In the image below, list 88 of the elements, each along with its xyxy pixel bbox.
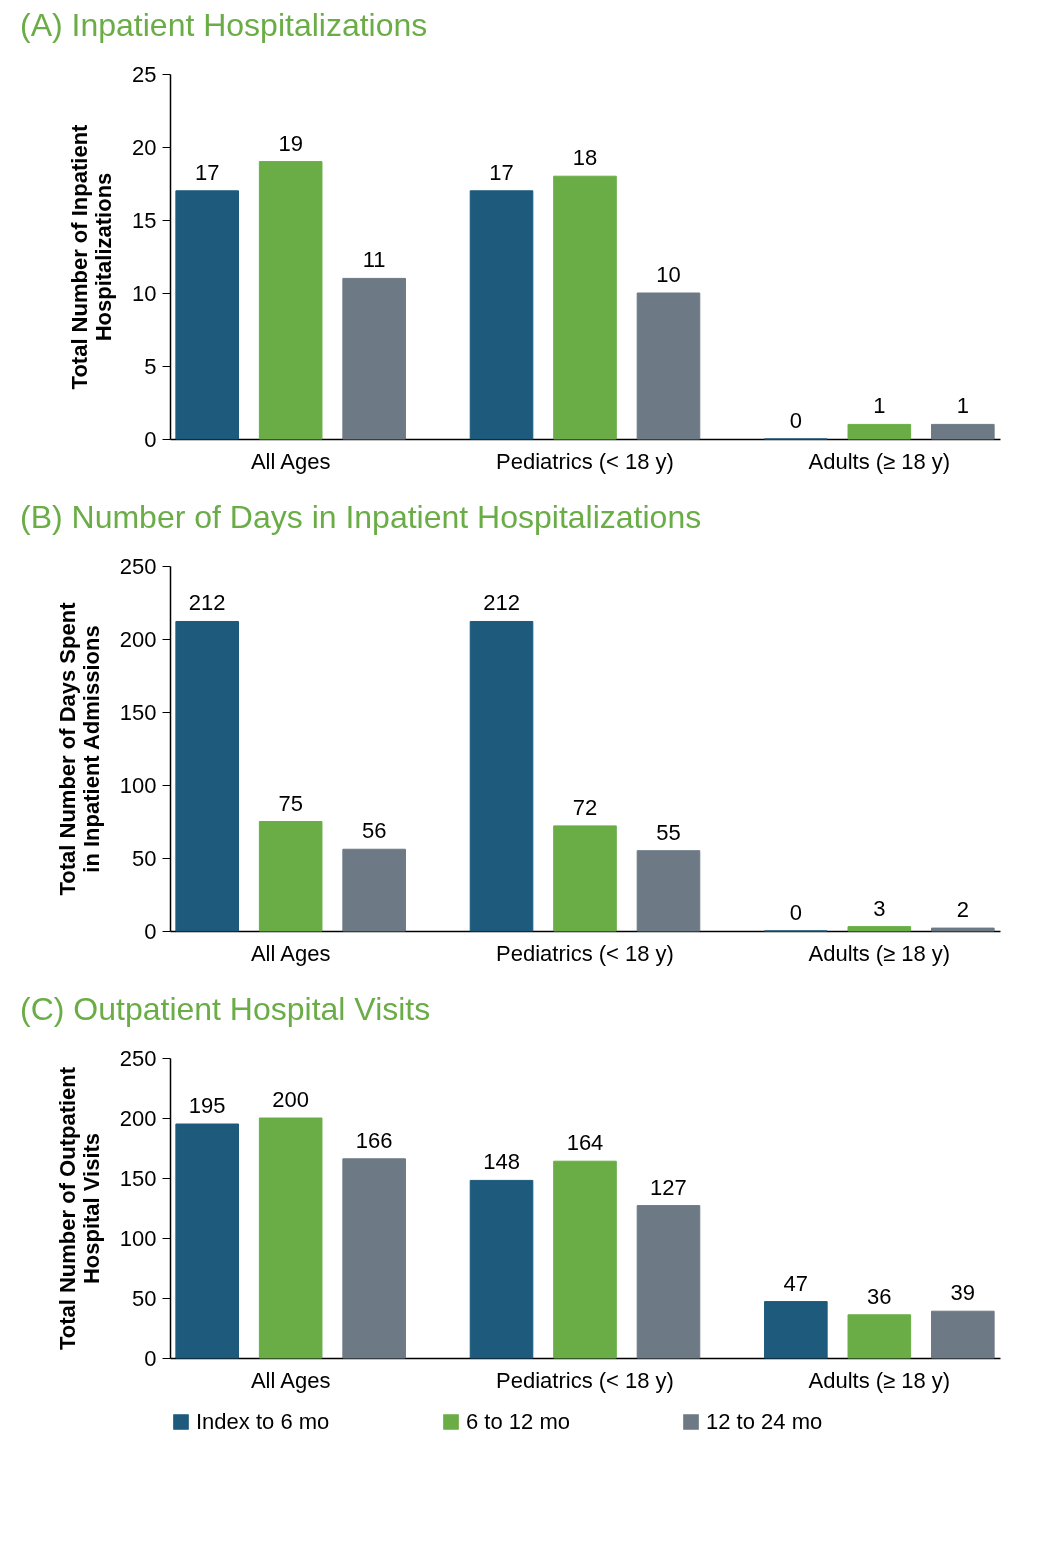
- y-tick-label: 100: [119, 1225, 157, 1251]
- y-tick-label: 150: [119, 699, 157, 725]
- data-label: 166: [355, 1127, 393, 1153]
- y-tick-label: 0: [144, 426, 157, 452]
- chart-title: (A) Inpatient Hospitalizations: [20, 7, 428, 43]
- y-tick-label: 100: [119, 772, 157, 798]
- bar: [847, 423, 912, 440]
- bar: [636, 850, 701, 932]
- y-tick-label: 20: [132, 134, 157, 160]
- x-tick-label: All Ages: [250, 1367, 331, 1393]
- legend-label: 6 to 12 mo: [466, 1409, 570, 1434]
- bar: [342, 1158, 406, 1359]
- bar: [553, 1160, 617, 1359]
- bar: [258, 821, 323, 932]
- bar: [175, 190, 239, 440]
- data-label: 72: [572, 794, 598, 820]
- x-tick-label: Pediatrics (< 18 y): [496, 940, 674, 966]
- bar: [553, 825, 617, 932]
- y-axis-title: Total Number of Inpatient Hospitalizations: [67, 123, 117, 390]
- y-tick-label: 5: [144, 353, 157, 379]
- bar: [847, 1314, 912, 1359]
- bar: [553, 175, 617, 440]
- y-tick-label: 250: [119, 553, 157, 579]
- data-label: 75: [278, 790, 303, 816]
- x-tick-label: Adults (≥ 18 y): [808, 1367, 951, 1393]
- data-label: 127: [650, 1174, 687, 1200]
- bar: [175, 1123, 239, 1359]
- y-tick-label: 0: [144, 918, 157, 944]
- data-label: 164: [566, 1130, 604, 1156]
- data-label: 18: [572, 145, 598, 171]
- y-tick-label: 25: [132, 61, 157, 87]
- data-label: 1: [956, 393, 969, 419]
- y-tick-label: 150: [119, 1165, 157, 1191]
- bar: [636, 1205, 701, 1359]
- bar: [175, 620, 239, 932]
- legend-label: Index to 6 mo: [196, 1409, 330, 1434]
- x-tick-label: Pediatrics (< 18 y): [496, 1367, 674, 1393]
- data-label: 10: [656, 262, 681, 287]
- data-label: 11: [362, 247, 386, 273]
- y-axis-title: Total Number of Days Spent in Inpatient Admissions: [54, 601, 104, 896]
- data-label: 1: [873, 393, 886, 419]
- x-tick-label: All Ages: [250, 940, 331, 966]
- data-label: 200: [272, 1087, 310, 1112]
- data-label: 0: [789, 900, 802, 925]
- y-tick-label: 15: [132, 207, 157, 233]
- bar: [931, 1310, 995, 1359]
- data-label: 56: [361, 818, 387, 844]
- data-label: 212: [483, 590, 520, 616]
- y-tick-label: 200: [119, 626, 157, 652]
- bar: [342, 277, 406, 440]
- bar: [342, 848, 406, 932]
- bar: [469, 620, 534, 932]
- data-label: 19: [278, 130, 303, 156]
- data-label: 39: [950, 1280, 976, 1306]
- bar: [931, 927, 995, 932]
- y-axis-title: Total Number of Outpatient Hospital Visits: [54, 1066, 104, 1351]
- data-label: 55: [656, 819, 681, 845]
- data-label: 195: [188, 1093, 226, 1118]
- bar: [258, 1117, 323, 1359]
- data-label: 212: [188, 590, 226, 616]
- data-label: 148: [483, 1149, 520, 1175]
- data-label: 17: [489, 159, 514, 185]
- legend-label: 12 to 24 mo: [706, 1409, 823, 1434]
- y-tick-label: 50: [132, 845, 157, 871]
- bar: [469, 1179, 534, 1359]
- data-label: 17: [194, 159, 220, 185]
- bar: [469, 190, 534, 440]
- y-tick-label: 200: [119, 1105, 157, 1131]
- data-label: 2: [956, 897, 969, 923]
- chart-title: (B) Number of Days in Inpatient Hospitalizations: [20, 499, 702, 535]
- bar: [931, 423, 995, 440]
- chart-title: (C) Outpatient Hospital Visits: [20, 991, 431, 1027]
- x-tick-label: Pediatrics (< 18 y): [496, 448, 674, 474]
- y-tick-label: 250: [119, 1045, 157, 1071]
- y-tick-label: 50: [132, 1285, 157, 1311]
- bar: [258, 161, 323, 440]
- x-tick-label: Adults (≥ 18 y): [808, 940, 951, 966]
- x-tick-label: All Ages: [250, 448, 331, 474]
- data-label: 36: [867, 1283, 892, 1309]
- y-tick-label: 10: [132, 280, 157, 306]
- data-label: 0: [789, 408, 802, 433]
- bar: [847, 926, 912, 932]
- y-tick-label: 0: [144, 1345, 157, 1371]
- data-label: 47: [783, 1270, 809, 1296]
- bar: [764, 1301, 828, 1359]
- x-tick-label: Adults (≥ 18 y): [808, 448, 951, 474]
- data-label: 3: [873, 895, 886, 921]
- bar: [636, 292, 701, 440]
